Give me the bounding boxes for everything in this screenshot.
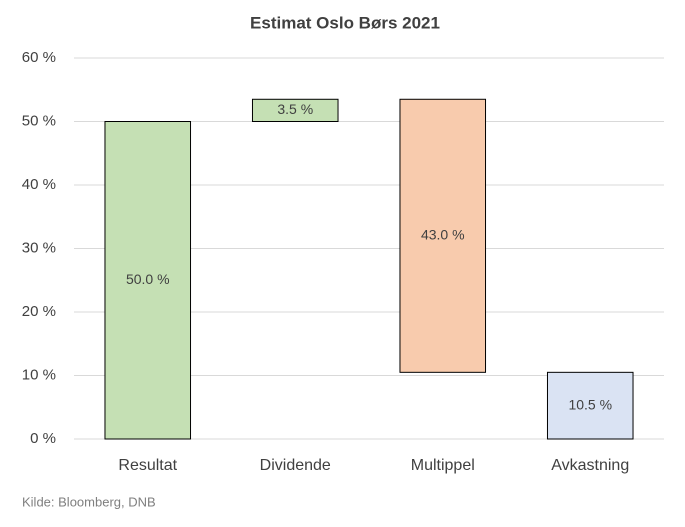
y-tick-label: 20 %	[22, 303, 56, 320]
data-label: 43.0 %	[421, 227, 465, 243]
y-tick-label: 50 %	[22, 112, 56, 129]
data-label: 50.0 %	[126, 271, 170, 287]
source: Kilde: Bloomberg, DNB	[22, 494, 156, 509]
data-label: 10.5 %	[568, 396, 612, 412]
x-tick-label: Multippel	[411, 457, 475, 474]
chart-title: Estimat Oslo Børs 2021	[250, 13, 440, 32]
y-tick-label: 60 %	[22, 49, 56, 66]
y-tick-label: 30 %	[22, 239, 56, 256]
bar	[104, 121, 192, 440]
x-tick-label: Avkastning	[551, 457, 629, 474]
y-tick-label: 0 %	[30, 430, 56, 447]
y-tick-label: 40 %	[22, 176, 56, 193]
bar	[399, 98, 487, 373]
data-label: 3.5 %	[277, 101, 313, 117]
x-tick-label: Resultat	[118, 457, 177, 474]
x-tick-label: Dividende	[260, 457, 331, 474]
bar	[251, 98, 339, 123]
y-tick-label: 10 %	[22, 366, 56, 383]
bar	[546, 371, 634, 440]
